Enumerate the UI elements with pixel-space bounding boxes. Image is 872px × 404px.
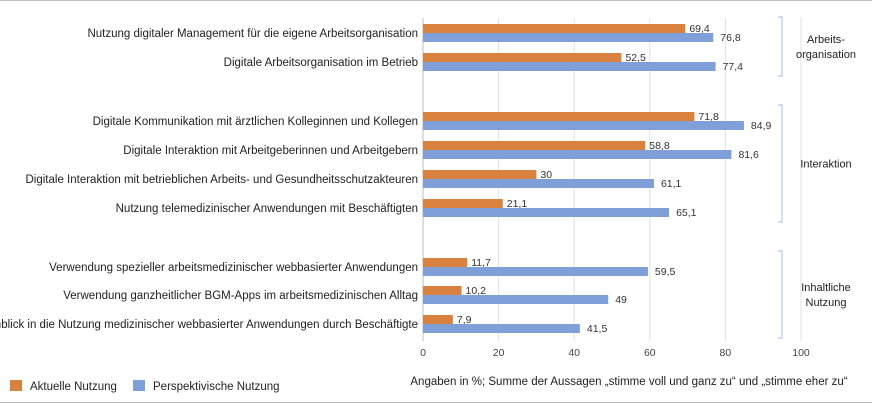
category-label: Nutzung digitaler Management für die eig… — [87, 28, 418, 40]
legend-label: Perspektivische Nutzung — [153, 381, 280, 393]
group-bracket — [778, 16, 783, 77]
bar-prospective — [423, 150, 732, 159]
bar-current — [423, 199, 503, 208]
category-label: Digitale Interaktion mit betrieblichen A… — [26, 174, 419, 186]
bar-current — [423, 286, 462, 295]
category-label: Verwendung ganzheitlicher BGM-Apps im ar… — [63, 290, 418, 302]
x-tick-label: 20 — [493, 347, 505, 359]
value-label-prospective: 61,1 — [661, 178, 682, 190]
value-label-prospective: 76,8 — [720, 32, 741, 44]
value-label-prospective: 77,4 — [723, 61, 744, 73]
value-label-prospective: 84,9 — [751, 120, 772, 132]
group-bracket — [778, 250, 783, 339]
value-label-current: 52,5 — [625, 52, 646, 64]
legend-swatch — [10, 380, 22, 391]
category-labels: Nutzung digitaler Management für die eig… — [0, 28, 418, 331]
value-label-current: 69,4 — [689, 23, 710, 35]
bar-prospective — [423, 62, 716, 71]
legend-label: Aktuelle Nutzung — [30, 381, 117, 393]
group-bracket — [778, 104, 783, 223]
value-label-current: 7,9 — [457, 314, 472, 326]
group-label: Inhaltliche — [801, 282, 851, 294]
value-label-current: 71,8 — [698, 111, 719, 123]
x-axis: 0 20 40 60 80 100 — [420, 347, 810, 359]
legend: Aktuelle Nutzung Perspektivische Nutzung — [10, 380, 280, 393]
bar-current — [423, 24, 686, 33]
x-tick-label: 40 — [568, 347, 580, 359]
bar-prospective — [423, 33, 714, 42]
bar-current — [423, 170, 537, 179]
value-label-prospective: 81,6 — [738, 149, 759, 161]
category-label: Digitale Interaktion mit Arbeitgeberinne… — [123, 145, 418, 157]
value-label-prospective: 65,1 — [676, 207, 697, 219]
x-tick-label: 80 — [720, 347, 732, 359]
x-axis-note: Angaben in %; Summe der Aussagen „stimme… — [410, 376, 847, 388]
bar-prospective — [423, 267, 648, 276]
group-label: Nutzung — [806, 297, 847, 309]
x-tick-label: 60 — [644, 347, 656, 359]
bar-current — [423, 258, 468, 267]
category-label: Digitale Kommunikation mit ärztlichen Ko… — [93, 116, 418, 128]
value-label-current: 21,1 — [507, 198, 528, 210]
category-label: Nutzung telemedizinischer Anwendungen mi… — [116, 203, 418, 215]
x-tick-label: 100 — [792, 347, 810, 359]
bars: 69,4 52,5 71,8 58,8 30 21,1 11,7 10,2 7,9 76,8 77,… — [423, 23, 772, 335]
value-label-prospective: 41,5 — [587, 323, 608, 335]
bar-prospective — [423, 179, 654, 188]
bar-prospective — [423, 324, 580, 333]
value-label-current: 10,2 — [466, 285, 487, 297]
value-label-prospective: 59,5 — [655, 266, 676, 278]
bar-current — [423, 112, 695, 121]
bar-prospective — [423, 121, 744, 130]
bar-prospective — [423, 295, 609, 304]
legend-swatch — [133, 380, 145, 391]
bar-current — [423, 141, 646, 150]
value-label-current: 58,8 — [649, 140, 670, 152]
category-label: Einblick in die Nutzung medizinischer we… — [0, 319, 418, 331]
group-label: organisation — [796, 49, 856, 61]
group-label: Interaktion — [800, 159, 851, 171]
x-tick-label: 0 — [420, 347, 426, 359]
group-label: Arbeits- — [807, 34, 845, 46]
bar-prospective — [423, 208, 670, 217]
category-label: Verwendung spezieller arbeitsmedizinisch… — [49, 262, 418, 274]
value-label-current: 30 — [540, 169, 552, 181]
category-label: Digitale Arbeitsorganisation im Betrieb — [224, 57, 418, 69]
bar-current — [423, 315, 453, 324]
group-brackets: Arbeits-organisation Interaktion Inhaltlic… — [778, 16, 856, 339]
value-label-prospective: 49 — [615, 294, 627, 306]
bar-current — [423, 53, 622, 62]
value-label-current: 11,7 — [471, 257, 491, 269]
